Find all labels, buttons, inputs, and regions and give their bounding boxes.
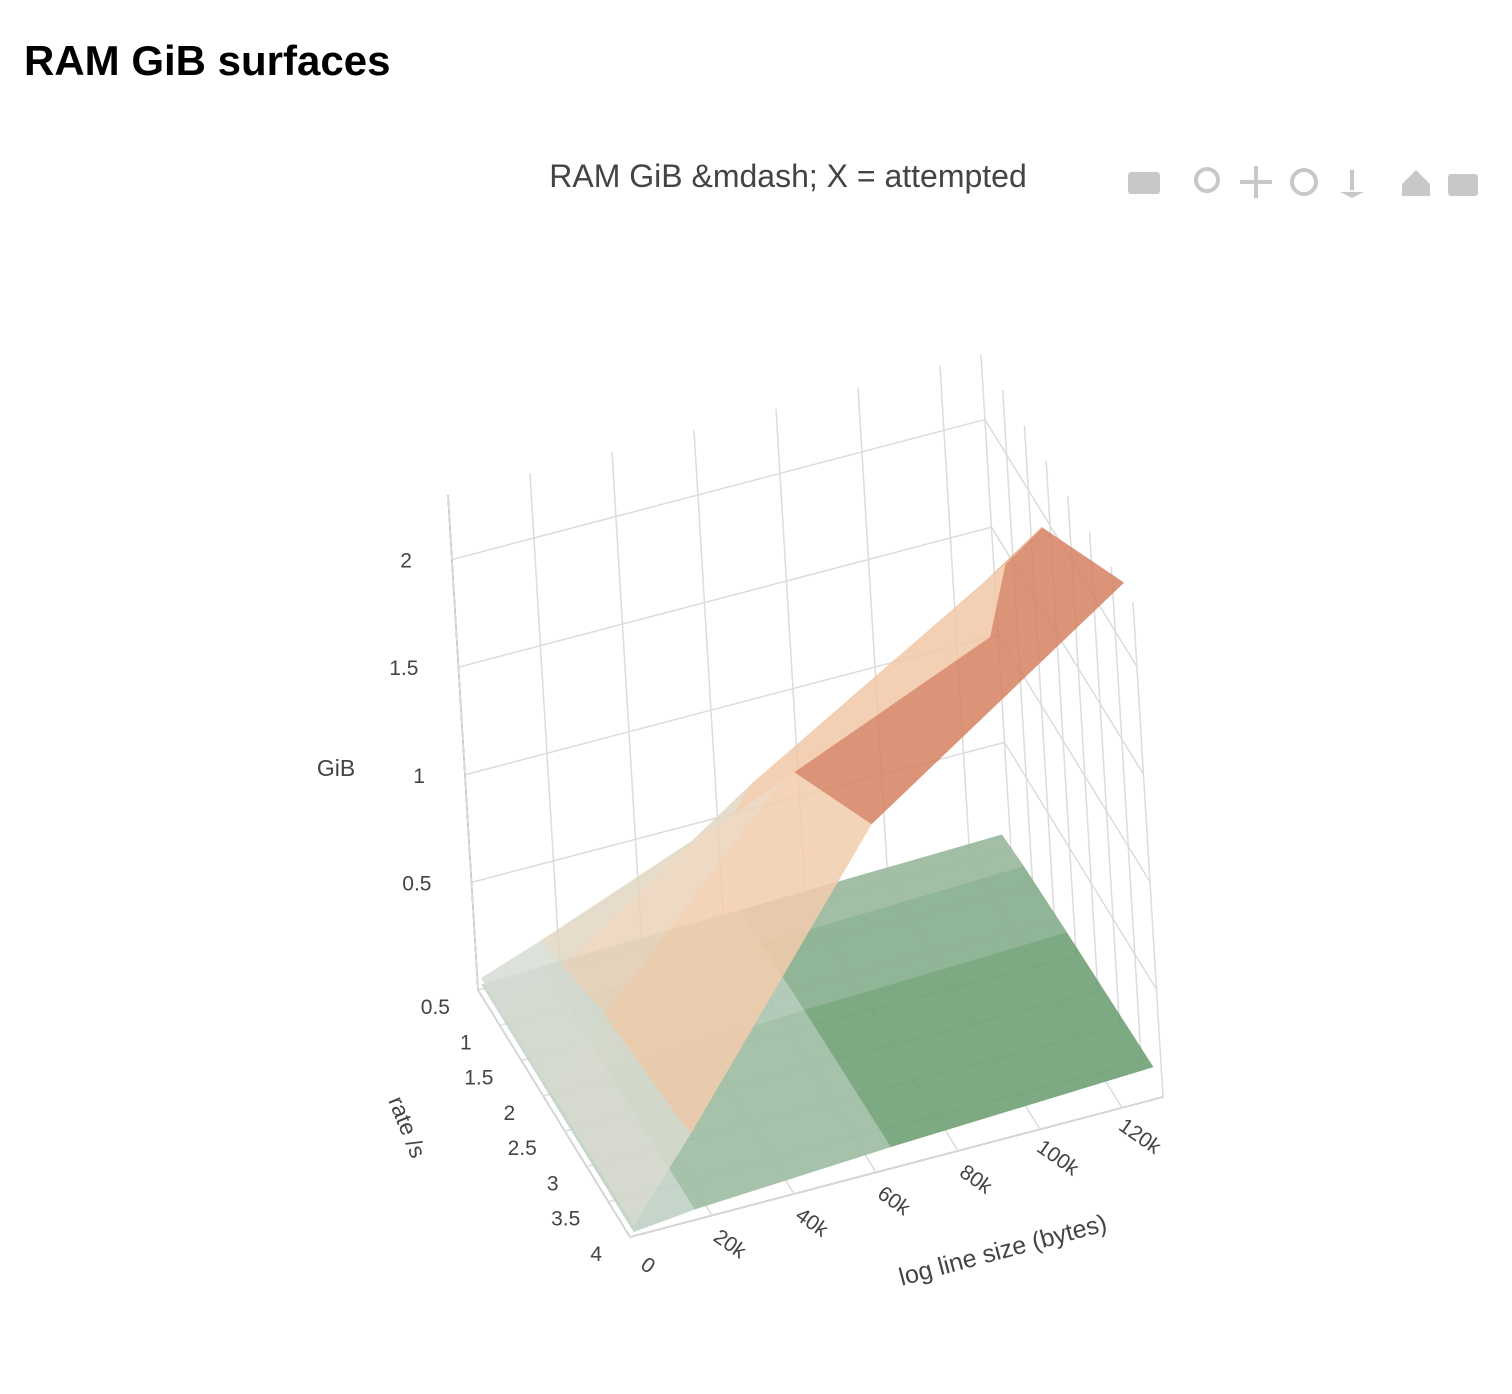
y-grid-line xyxy=(1023,425,1056,921)
surface-patch xyxy=(733,563,1006,814)
z-tick-label: 0.5 xyxy=(402,872,431,895)
y-grid-line xyxy=(1110,566,1143,1062)
z-tick-label: 2 xyxy=(400,550,412,573)
x-grid-line xyxy=(477,989,631,1238)
orbit-icon[interactable] xyxy=(1290,168,1318,196)
y-tick-label: 4 xyxy=(590,1243,602,1266)
x-grid-line xyxy=(529,473,561,969)
page-heading: RAM GiB surfaces xyxy=(24,37,390,84)
x-tick-label: 60k xyxy=(873,1182,914,1221)
toolbar xyxy=(1128,166,1478,198)
chart-title: RAM GiB &mdash; X = attempted xyxy=(549,158,1027,194)
y-tick-label: 2.5 xyxy=(508,1137,537,1160)
z-tick-label: 1 xyxy=(413,765,425,788)
y-grid-line xyxy=(629,1096,1164,1238)
y-tick-label: 3 xyxy=(547,1172,559,1195)
zoom-icon[interactable] xyxy=(1194,167,1220,193)
x-tick-label: 0 xyxy=(636,1253,659,1279)
surface xyxy=(480,527,1125,1226)
y-tick-label: 2 xyxy=(503,1102,515,1125)
z-grid-line xyxy=(458,526,992,668)
y-tick-label: 3.5 xyxy=(551,1208,580,1231)
x-tick-label: 120k xyxy=(1114,1114,1165,1159)
x-tick-label: 100k xyxy=(1032,1136,1083,1181)
z-axis-title: GiB xyxy=(317,755,355,781)
x-grid-line xyxy=(611,451,643,947)
camera-views-icon[interactable] xyxy=(1448,174,1478,196)
turntable-icon[interactable] xyxy=(1340,170,1364,198)
x-axis-title: log line size (bytes) xyxy=(896,1209,1110,1291)
y-tick-label: 1 xyxy=(460,1031,472,1054)
y-grid-line xyxy=(1088,531,1121,1027)
y-tick-label: 1.5 xyxy=(464,1067,493,1090)
x-tick-label: 40k xyxy=(791,1203,832,1242)
z-grid-line xyxy=(451,418,986,561)
y-tick-label: 0.5 xyxy=(421,996,450,1019)
z-tick-label: 1.5 xyxy=(389,657,418,680)
y-axis-title: rate /s xyxy=(383,1092,431,1161)
camera-icon[interactable] xyxy=(1128,172,1160,194)
x-tick-label: 80k xyxy=(955,1160,996,1199)
z-grid-line xyxy=(1003,741,1158,990)
x-tick-label: 20k xyxy=(709,1225,750,1264)
y-grid-line xyxy=(1132,601,1164,1098)
pan-icon[interactable] xyxy=(1240,166,1272,198)
home-icon[interactable] xyxy=(1402,170,1430,196)
x-grid-line xyxy=(447,494,479,991)
